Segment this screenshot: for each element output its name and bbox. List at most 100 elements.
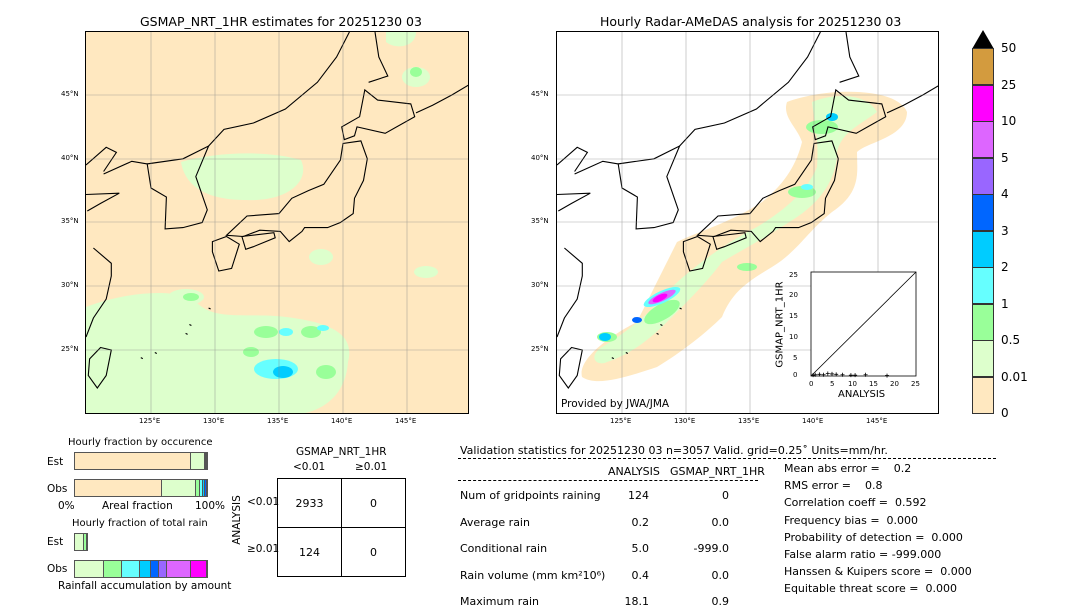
stats-row-gsmap: 0.0 — [711, 515, 730, 529]
lon-label: 135°E — [267, 417, 289, 425]
colorbar-label: 3 — [1001, 223, 1009, 238]
stats-row-analysis: 18.1 — [624, 595, 650, 608]
occurrence-est-bar — [74, 452, 208, 470]
colorbar-label: 2 — [1001, 260, 1009, 274]
colorbar-segment — [972, 194, 994, 231]
bar-segment — [200, 480, 203, 496]
stats-header: Validation statistics for 20251230 03 n=… — [460, 444, 888, 457]
stats-table-divider — [458, 480, 758, 481]
contingency-col-ge: ≥0.01 — [355, 461, 388, 473]
stats-row-label: Conditional rain — [460, 542, 548, 555]
stats-col-analysis: ANALYSIS — [608, 465, 660, 478]
stats-row-label: Rain volume (mm km²10⁶) — [460, 568, 606, 582]
scatter-point — [825, 371, 830, 376]
cell-hit: 0 — [341, 527, 406, 577]
inset-ytick: 0 — [793, 371, 798, 379]
colorbar-segment — [972, 267, 994, 304]
contingency-row-ge: ≥0.01 — [247, 543, 280, 555]
inset-ytick: 25 — [789, 271, 798, 279]
bar-segment — [162, 480, 196, 496]
rain-heavy-areas — [254, 325, 329, 379]
left-map-title: GSMAP_NRT_1HR estimates for 20251230 03 — [140, 14, 422, 29]
inset-scatter — [810, 271, 938, 413]
occurrence-obs-bar — [74, 479, 208, 497]
inset-diagonal — [810, 271, 917, 377]
cell-hit-none: 2933 — [277, 478, 342, 528]
total-rain-est-label: Est — [47, 536, 64, 548]
gridlines — [557, 32, 938, 413]
colorbar-segment — [972, 84, 994, 122]
bar-segment — [104, 561, 122, 577]
rain-moderate-areas — [183, 67, 422, 379]
stats-score: Correlation coeff = 0.592 — [784, 496, 927, 510]
gsmap-map — [85, 31, 469, 414]
lat-label: 25°N — [531, 345, 549, 353]
lon-label: 145°E — [866, 417, 888, 425]
bar-segment — [75, 480, 163, 496]
scatter-point — [811, 373, 816, 378]
inset-xtick: 10 — [848, 380, 857, 388]
stats-score: Probability of detection = 0.000 — [784, 530, 963, 544]
colorbar-label: 4 — [1001, 187, 1009, 201]
colorbar-segment — [972, 340, 994, 377]
scatter-point — [848, 373, 853, 378]
scatter-point — [821, 372, 826, 377]
lon-label: 135°E — [738, 417, 760, 425]
lon-label: 145°E — [395, 417, 417, 425]
stats-score: Equitable threat score = 0.000 — [784, 582, 957, 596]
inset-ytick: 20 — [789, 291, 798, 299]
contingency-title: GSMAP_NRT_1HR — [296, 446, 387, 458]
lon-label: 140°E — [331, 417, 353, 425]
rain-light-areas — [86, 32, 438, 413]
total-rain-xlabel: Rainfall accumulation by amount — [58, 580, 232, 592]
bar-segment — [84, 534, 87, 550]
inset-xtick: 25 — [911, 380, 920, 388]
inset-xtick: 20 — [890, 380, 899, 388]
stats-divider — [458, 458, 996, 459]
inset-xtick: 5 — [830, 380, 835, 388]
occurrence-title: Hourly fraction by occurence — [68, 437, 213, 448]
colorbar-label: 5 — [1001, 150, 1009, 165]
stats-score: Hanssen & Kuipers score = 0.000 — [784, 565, 972, 579]
contingency-row-lt: <0.01 — [247, 496, 280, 508]
bar-segment — [139, 561, 151, 577]
inset-xtick: 0 — [809, 380, 814, 388]
contingency-table: 2933 0 124 0 — [277, 478, 406, 577]
bar-segment — [204, 480, 207, 496]
colorbar-label: 1 — [1001, 296, 1009, 311]
scatter-point — [813, 372, 818, 377]
lon-label: 130°E — [203, 417, 225, 425]
occurrence-est-label: Est — [47, 456, 64, 468]
inset-xtick: 15 — [869, 380, 878, 388]
stats-col-gsmap: GSMAP_NRT_1HR — [670, 465, 765, 478]
stats-row-gsmap: -999.0 — [693, 542, 729, 555]
colorbar-segment — [972, 157, 994, 195]
lat-label: 40°N — [531, 154, 549, 162]
lat-label: 40°N — [61, 154, 79, 162]
stats-row-analysis: 5.0 — [631, 542, 650, 555]
contingency-col-lt: <0.01 — [293, 461, 326, 473]
lon-label: 125°E — [610, 417, 632, 425]
occurrence-x-left: 0% — [58, 500, 75, 512]
right-map-title: Hourly Radar-AMeDAS analysis for 2025123… — [600, 14, 902, 29]
lat-label: 30°N — [61, 281, 79, 289]
bar-segment — [159, 561, 167, 577]
bar-segment — [75, 453, 191, 469]
lon-label: 140°E — [802, 417, 824, 425]
stats-score: Mean abs error = 0.2 — [784, 462, 912, 475]
stats-row-analysis: 124 — [628, 489, 649, 502]
colorbar-label: 0 — [1001, 406, 1009, 420]
bar-segment — [190, 453, 205, 469]
bar-segment — [205, 453, 206, 469]
scatter-point — [830, 371, 834, 376]
bar-segment — [75, 561, 105, 577]
lat-label: 45°N — [61, 90, 79, 98]
radar-map: 25 20 15 10 5 0 0 5 10 15 20 25 ANALYSIS… — [556, 31, 939, 414]
colorbar-label: 50 — [1001, 41, 1017, 55]
colorbar-label: 0.5 — [1001, 333, 1021, 347]
lon-label: 130°E — [674, 417, 696, 425]
inset-points — [811, 371, 890, 378]
gsmap-map-canvas — [86, 32, 468, 413]
stats-score: False alarm ratio = -999.000 — [784, 548, 942, 561]
